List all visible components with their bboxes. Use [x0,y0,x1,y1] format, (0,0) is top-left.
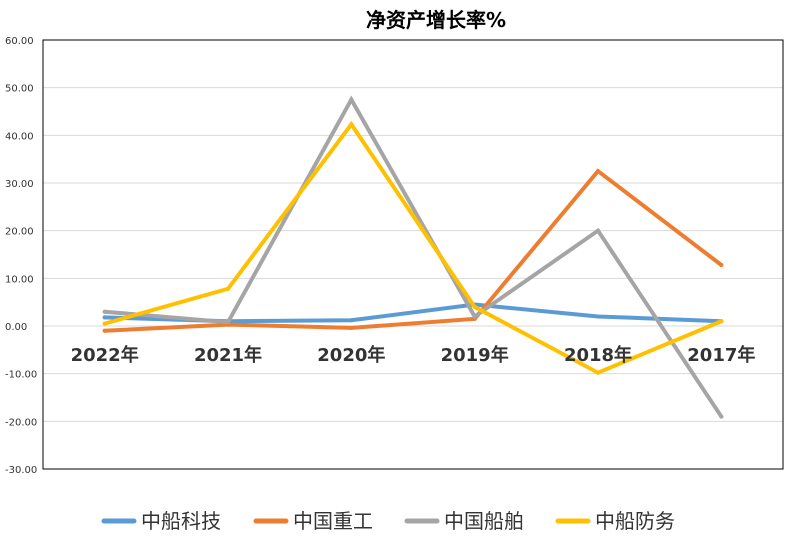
data-point [349,122,354,127]
data-point [719,262,724,267]
y-axis-ticks: 60.00 50.00 40.00 30.00 20.00 10.00 0.00 -10.00… [5,36,37,476]
series-lines [102,95,724,419]
y-tick-label: 20.00 [5,227,34,238]
x-axis-categories: 2022年 2021年 2020年 2019年 2018年 2017年 [71,344,756,366]
data-point [349,325,354,330]
legend-label: 中船防务 [595,509,675,533]
x-category-label: 2019年 [441,344,509,366]
y-tick-label: 30.00 [5,179,34,190]
series-line-2 [102,168,724,333]
x-category-label: 2020年 [317,344,385,366]
x-category-label: 2017年 [687,344,755,366]
y-tick-label: -20.00 [5,417,37,428]
data-point [596,228,600,233]
legend: 中船科技 中国重工 中国船舶 中船防务 [101,509,675,533]
legend-label: 中国船舶 [444,509,524,533]
data-point [596,370,600,375]
legend-label: 中国重工 [293,509,373,533]
y-tick-label: -10.00 [5,370,37,381]
x-category-label: 2022年 [71,344,139,366]
data-point [349,318,354,323]
y-tick-label: 60.00 [5,36,34,47]
data-point [226,320,230,325]
y-tick-label: 0.00 [5,322,27,333]
data-point [102,315,107,320]
y-tick-label: 40.00 [5,131,34,142]
data-point [596,169,600,174]
data-point [719,319,724,324]
data-point [719,414,724,419]
legend-label: 中船科技 [141,509,221,533]
y-tick-label: 50.00 [5,84,34,95]
data-point [226,286,230,291]
data-point [102,328,107,333]
plot-frame [42,39,784,470]
data-point [472,314,477,319]
chart-title: 净资产增长率% [366,8,506,32]
data-point [596,314,600,319]
x-category-label: 2018年 [564,344,632,366]
y-tick-label: -30.00 [5,465,37,476]
data-point [102,321,107,326]
x-category-label: 2021年 [194,344,262,366]
data-point [349,97,354,102]
series-line-4 [102,120,724,375]
grid [42,39,784,470]
series-line-3 [102,95,724,419]
data-point [472,304,477,309]
y-tick-label: 10.00 [5,274,34,285]
data-point [102,309,107,314]
